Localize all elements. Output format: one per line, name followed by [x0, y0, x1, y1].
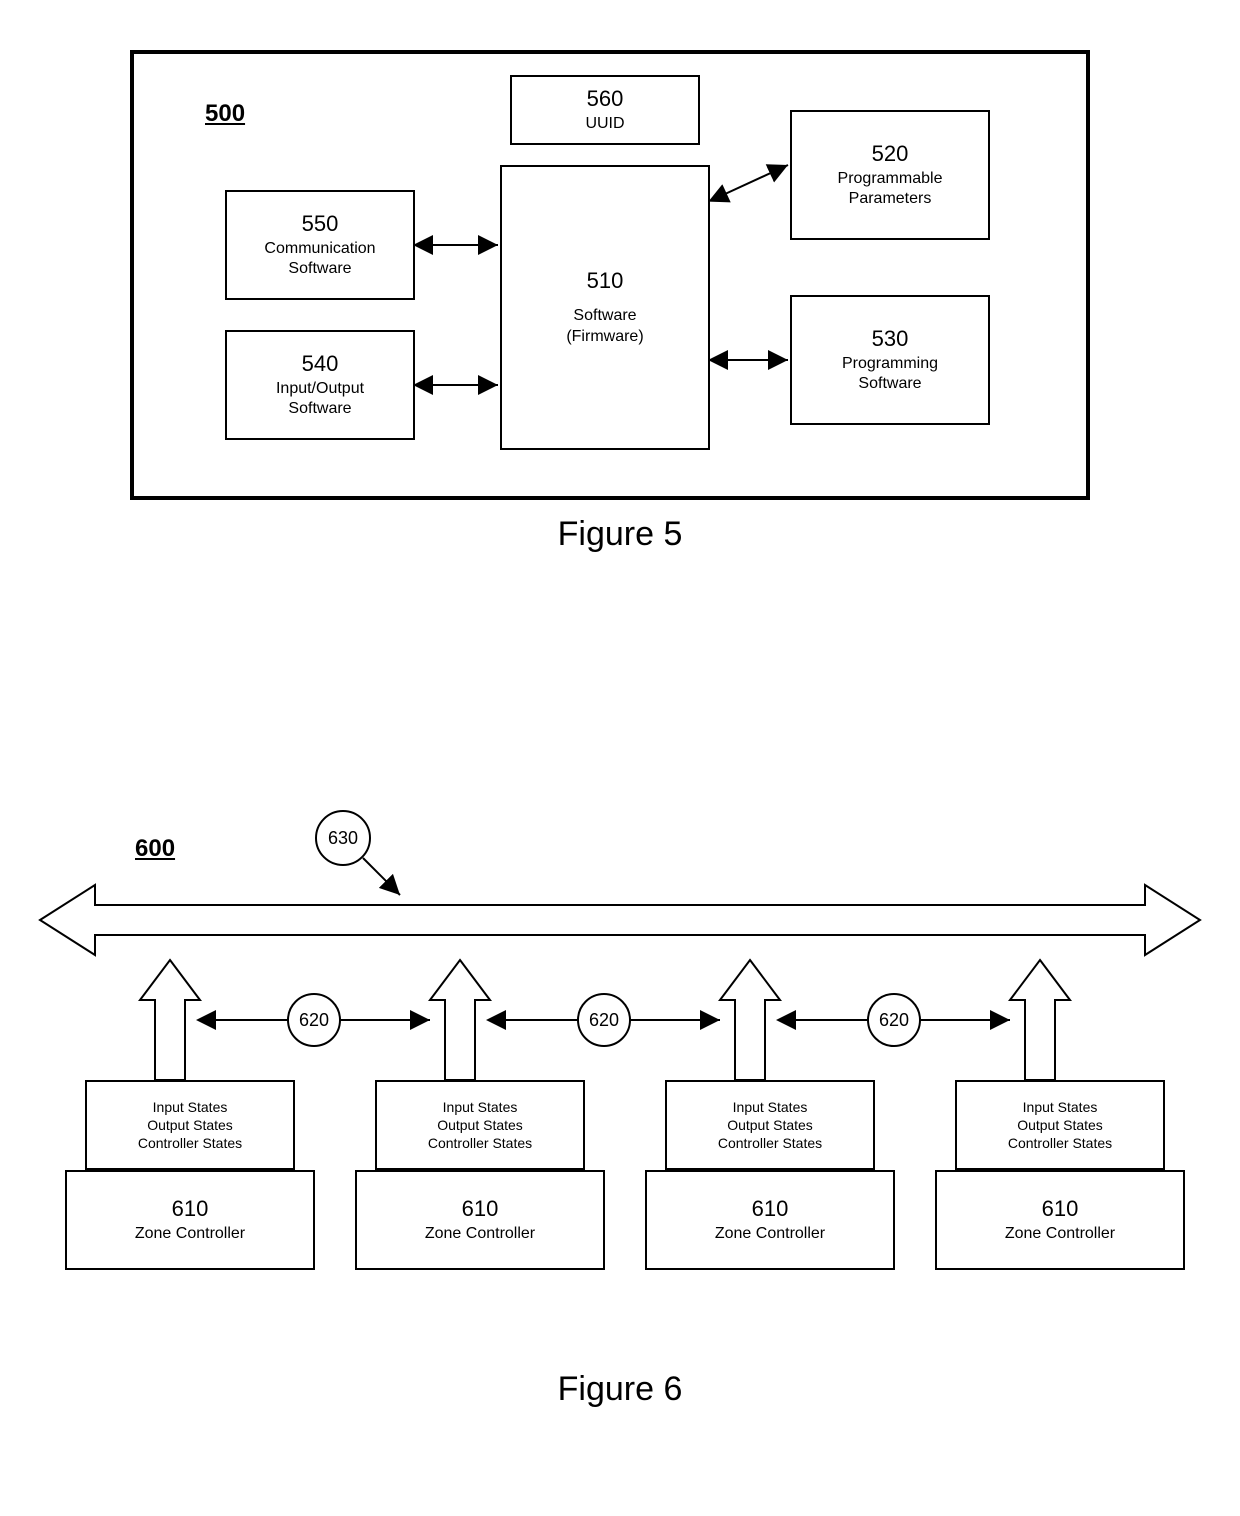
fig6-links	[0, 0, 1240, 1516]
label-620-circle-2: 620	[577, 993, 631, 1047]
label-620-text-3: 620	[879, 1010, 909, 1031]
label-620-circle-1: 620	[287, 993, 341, 1047]
label-620-text-1: 620	[299, 1010, 329, 1031]
label-620-text-2: 620	[589, 1010, 619, 1031]
label-620-circle-3: 620	[867, 993, 921, 1047]
fig6-caption: Figure 6	[470, 1370, 770, 1409]
